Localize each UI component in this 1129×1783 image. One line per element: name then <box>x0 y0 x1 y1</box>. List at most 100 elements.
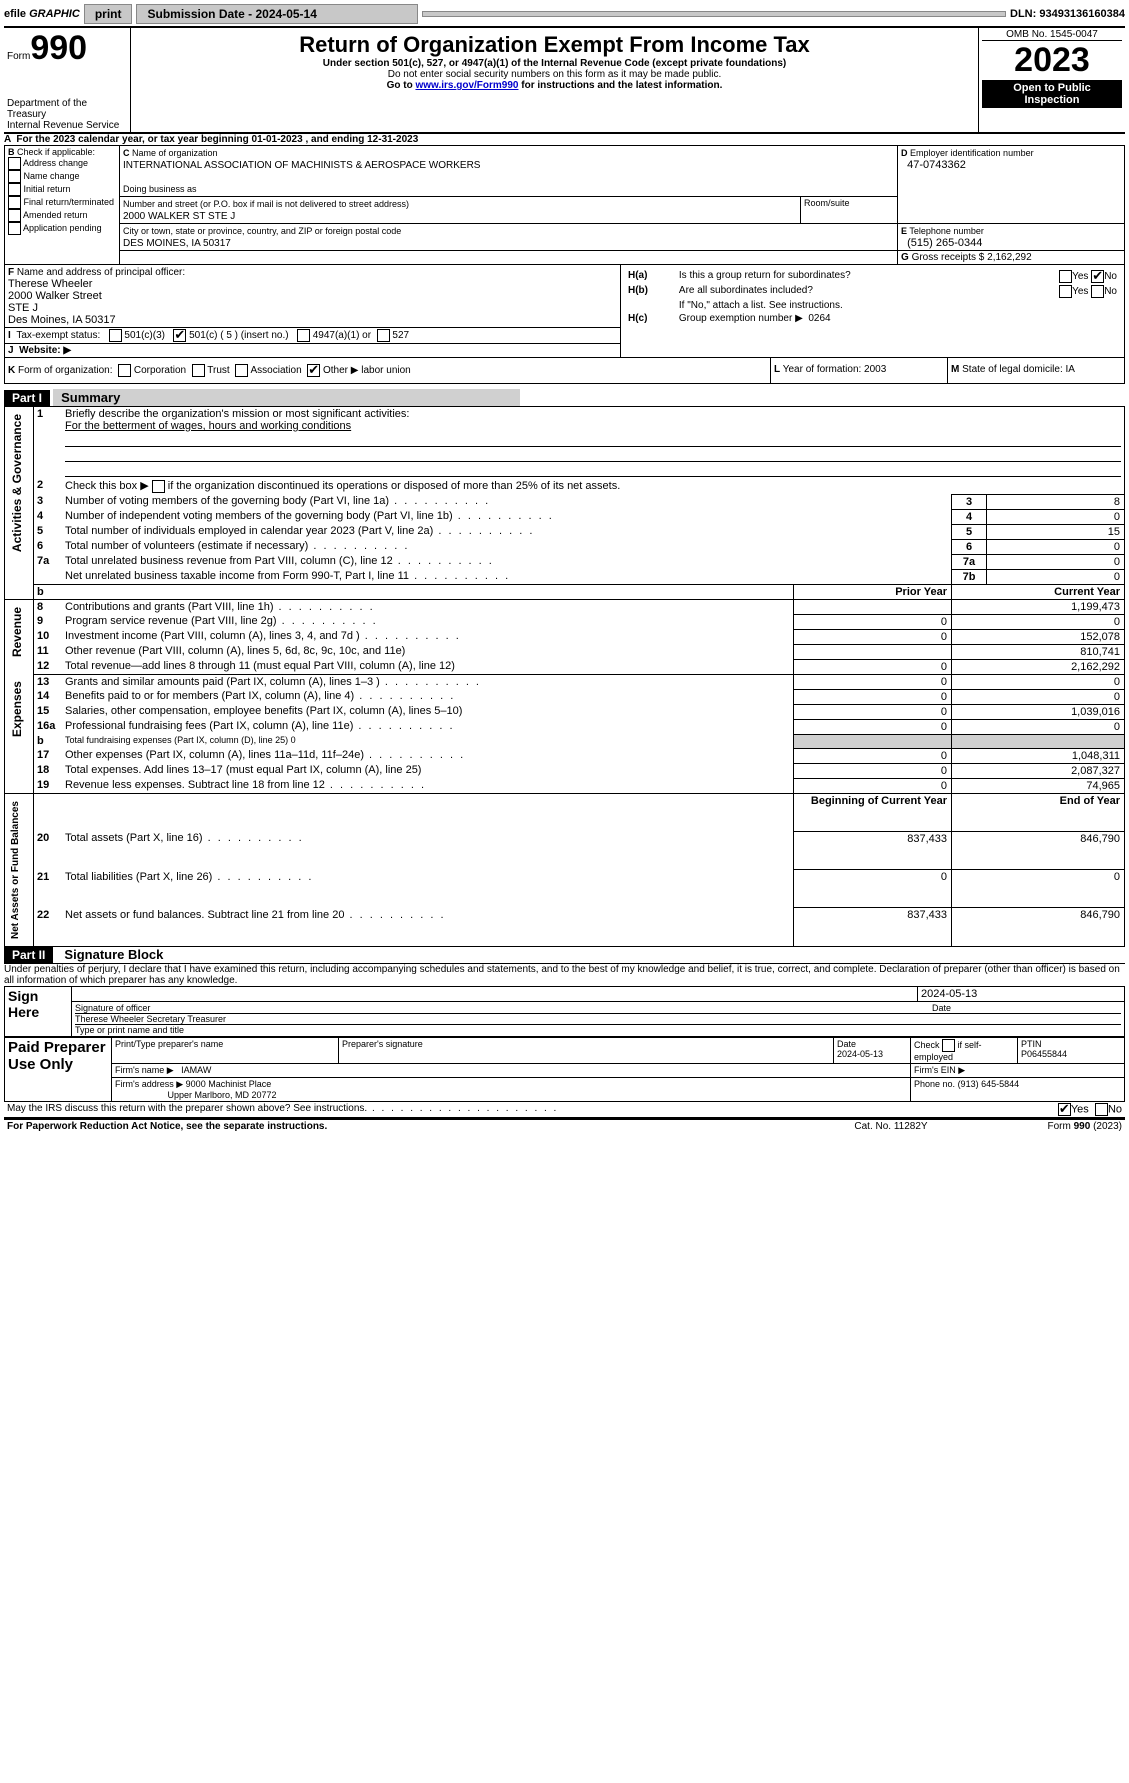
ha-yes-checkbox[interactable] <box>1059 270 1072 283</box>
tax-status-label: Tax-exempt status: <box>16 330 100 341</box>
year-formation: Year of formation: 2003 <box>783 364 887 375</box>
line-14: Benefits paid to or for members (Part IX… <box>65 690 354 702</box>
firm-addr2: Upper Marlboro, MD 20772 <box>168 1090 277 1100</box>
4947-checkbox[interactable] <box>297 329 310 342</box>
irs-link[interactable]: www.irs.gov/Form990 <box>415 80 518 91</box>
city-label: City or town, state or province, country… <box>123 226 401 236</box>
period-line: A For the 2023 calendar year, or tax yea… <box>4 134 1125 145</box>
discuss-row: May the IRS discuss this return with the… <box>4 1102 1125 1118</box>
open-to-public: Open to PublicInspection <box>982 80 1122 108</box>
gross-label: Gross receipts $ <box>912 252 985 263</box>
line-3: Number of voting members of the governin… <box>65 495 389 507</box>
final-return-checkbox[interactable] <box>8 196 21 209</box>
hc-label: Group exemption number ▶ <box>679 313 803 324</box>
discontinued-checkbox[interactable] <box>152 480 165 493</box>
line-10: Investment income (Part VIII, column (A)… <box>65 630 360 642</box>
self-employed: Check if self-employed <box>911 1037 1018 1063</box>
mission-label: Briefly describe the organization's miss… <box>65 408 409 420</box>
hb-note: If "No," attach a list. See instructions… <box>676 299 1120 312</box>
val-6: 0 <box>987 539 1125 554</box>
discuss-yes-checkbox[interactable] <box>1058 1103 1071 1116</box>
line-8: Contributions and grants (Part VIII, lin… <box>65 601 274 613</box>
side-na: Net Assets or Fund Balances <box>8 795 23 945</box>
form-word: Form <box>7 51 30 62</box>
501c3-checkbox[interactable] <box>109 329 122 342</box>
b-label: Check if applicable: <box>17 147 95 157</box>
527-checkbox[interactable] <box>377 329 390 342</box>
room-suite-label: Room/suite <box>801 197 898 224</box>
pra-notice: For Paperwork Reduction Act Notice, see … <box>4 1119 813 1133</box>
city-value: DES MOINES, IA 50317 <box>123 238 231 249</box>
subtitle-3: Go to www.irs.gov/Form990 for instructio… <box>137 80 972 91</box>
val-4: 0 <box>987 509 1125 524</box>
part1-header: Part I Summary <box>4 390 1125 406</box>
self-employed-checkbox[interactable] <box>942 1039 955 1052</box>
val-7b: 0 <box>987 569 1125 584</box>
discuss-no-checkbox[interactable] <box>1095 1103 1108 1116</box>
spacer-button <box>422 11 1006 17</box>
org-name-label: Name of organization <box>132 148 218 158</box>
current-year-header: Current Year <box>952 584 1125 599</box>
efile-label: efile GRAPHIC <box>4 8 80 20</box>
application-pending-checkbox[interactable] <box>8 222 21 235</box>
mission-text: For the betterment of wages, hours and w… <box>65 420 351 432</box>
line-6: Total number of volunteers (estimate if … <box>65 540 308 552</box>
officer-block: F Name and address of principal officer:… <box>4 265 1125 358</box>
firm-ein-label: Firm's EIN ▶ <box>911 1063 1125 1077</box>
paid-preparer-block: Paid Preparer Use Only Print/Type prepar… <box>4 1037 1125 1102</box>
dept-treasury: Department of the Treasury <box>7 98 127 120</box>
firm-name-label: Firm's name ▶ <box>115 1065 174 1075</box>
perjury-text: Under penalties of perjury, I declare th… <box>4 963 1125 986</box>
val-3: 8 <box>987 494 1125 509</box>
print-name-label: Print/Type preparer's name <box>112 1037 339 1063</box>
print-button[interactable]: print <box>84 4 133 24</box>
line-7b: Net unrelated business taxable income fr… <box>65 570 409 582</box>
cat-no: Cat. No. 11282Y <box>813 1119 969 1133</box>
hb-no-checkbox[interactable] <box>1091 285 1104 298</box>
side-rev: Revenue <box>8 601 26 663</box>
sign-here-block: Sign Here 2024-05-13 Signature of office… <box>4 986 1125 1037</box>
address-change-checkbox[interactable] <box>8 157 21 170</box>
c8: 1,199,473 <box>952 599 1125 614</box>
phone-value: (515) 265-0344 <box>907 237 982 249</box>
dln-label: DLN: 93493136160384 <box>1010 8 1125 20</box>
type-name-label: Type or print name and title <box>75 1025 1121 1035</box>
hb-yes-checkbox[interactable] <box>1059 285 1072 298</box>
line-21: Total liabilities (Part X, line 26) <box>65 871 212 883</box>
form-title: Return of Organization Exempt From Incom… <box>137 32 972 58</box>
summary-table: Activities & Governance 1 Briefly descri… <box>4 406 1125 947</box>
ptin-value: P06455844 <box>1021 1049 1067 1059</box>
phone-label: Telephone number <box>909 226 984 236</box>
footer-row: For Paperwork Reduction Act Notice, see … <box>4 1118 1125 1133</box>
amended-return-checkbox[interactable] <box>8 209 21 222</box>
name-change-checkbox[interactable] <box>8 170 21 183</box>
firm-addr-label: Firm's address ▶ <box>115 1079 183 1089</box>
eoy-header: End of Year <box>952 793 1125 831</box>
paid-preparer-label: Paid Preparer Use Only <box>5 1037 112 1101</box>
line-22: Net assets or fund balances. Subtract li… <box>65 909 344 921</box>
ein-label: Employer identification number <box>910 148 1034 158</box>
prior-year-header: Prior Year <box>794 584 952 599</box>
line-7a: Total unrelated business revenue from Pa… <box>65 555 393 567</box>
firm-name: IAMAW <box>181 1065 211 1075</box>
line-15: Salaries, other compensation, employee b… <box>65 705 462 717</box>
street-label: Number and street (or P.O. box if mail i… <box>123 199 409 209</box>
other-checkbox[interactable] <box>307 364 320 377</box>
line-17: Other expenses (Part IX, column (A), lin… <box>65 749 364 761</box>
trust-checkbox[interactable] <box>192 364 205 377</box>
initial-return-checkbox[interactable] <box>8 183 21 196</box>
assoc-checkbox[interactable] <box>235 364 248 377</box>
prep-date: 2024-05-13 <box>837 1049 883 1059</box>
form-header: Form990 Department of the Treasury Inter… <box>4 28 1125 132</box>
line-11: Other revenue (Part VIII, column (A), li… <box>65 645 405 657</box>
discuss-question: May the IRS discuss this return with the… <box>7 1103 367 1114</box>
line-20: Total assets (Part X, line 16) <box>65 832 203 844</box>
corp-checkbox[interactable] <box>118 364 131 377</box>
val-7a: 0 <box>987 554 1125 569</box>
501c-checkbox[interactable] <box>173 329 186 342</box>
ein-value: 47-0743362 <box>907 159 966 171</box>
tax-year: 2023 <box>982 41 1122 80</box>
ha-no-checkbox[interactable] <box>1091 270 1104 283</box>
line-19: Revenue less expenses. Subtract line 18 … <box>65 779 325 791</box>
identity-block: B Check if applicable: Address change Na… <box>4 145 1125 265</box>
